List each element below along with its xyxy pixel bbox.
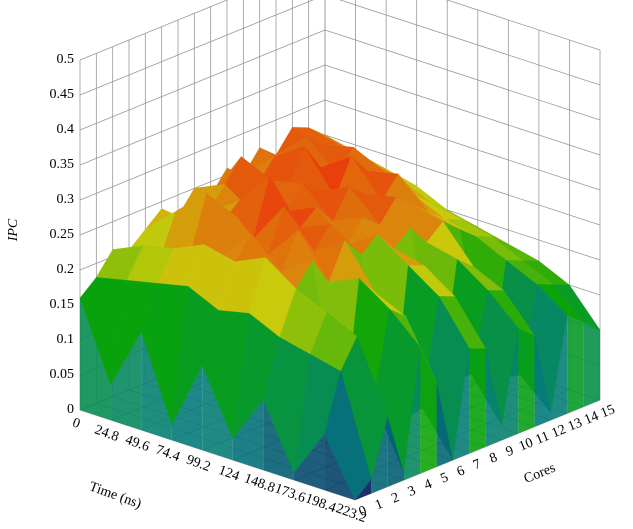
y-tick-label: 7 (471, 457, 483, 474)
z-tick-label: 0.5 (57, 52, 75, 67)
surface-skirt (293, 434, 325, 490)
z-tick-label: 0.35 (50, 157, 75, 172)
x-tick-label: 74.4 (154, 442, 182, 464)
x-tick-label: 99.2 (184, 452, 212, 474)
surface-skirt (355, 479, 372, 500)
x-tick-label: 198.4 (303, 491, 338, 516)
z-tick-label: 0 (67, 402, 74, 417)
y-tick-label: 2 (390, 490, 402, 507)
x-tick-label: 24.8 (93, 422, 121, 444)
grid-line (79, 64, 326, 166)
surface-skirt (202, 366, 233, 460)
surface-skirt (420, 347, 437, 474)
y-tick-label: 10 (517, 435, 536, 454)
grid-line (79, 29, 326, 131)
y-tick-label: 9 (504, 443, 516, 460)
surface-skirt (551, 315, 568, 420)
y-tick-label: 14 (582, 409, 601, 428)
grid-line (324, 29, 601, 121)
y-tick-label: 5 (439, 470, 451, 487)
grid-line (324, 99, 601, 191)
surface-skirt (324, 434, 355, 500)
z-axis-label: IPC (6, 218, 21, 242)
surface-skirt (404, 347, 421, 480)
x-tick-label: 124 (216, 463, 241, 484)
surface-skirt (371, 416, 388, 494)
surface-skirt (518, 328, 535, 434)
z-tick-label: 0.25 (50, 227, 75, 242)
y-tick-label: 1 (373, 497, 385, 514)
x-tick-label: 0 (70, 415, 82, 431)
x-tick-label: 49.6 (123, 432, 151, 454)
surface-skirt (485, 348, 502, 447)
grid-line (445, 0, 601, 51)
y-tick-label: 6 (455, 463, 467, 480)
surface-skirt (141, 332, 172, 440)
z-tick-label: 0.1 (57, 332, 75, 347)
surface-skirt (387, 416, 404, 487)
z-tick-label: 0.2 (57, 262, 75, 277)
surface-skirt (502, 328, 519, 440)
surface-skirt (80, 298, 111, 420)
y-tick-label: 3 (406, 483, 418, 500)
surface-skirt (534, 335, 551, 427)
z-tick-label: 0.3 (57, 192, 75, 207)
y-tick-label: 8 (488, 450, 500, 467)
grid-line (79, 0, 229, 61)
y-tick-label: 4 (422, 477, 434, 494)
surface-skirt (469, 348, 486, 454)
surface-skirt (263, 400, 294, 480)
y-tick-label: 15 (599, 402, 618, 421)
surface-skirt (436, 382, 453, 467)
grid-line (79, 0, 314, 96)
z-tick-label: 0.15 (50, 297, 75, 312)
surface-skirt (567, 315, 584, 414)
grid-line (338, 0, 601, 86)
x-axis-label: Time (ns) (87, 479, 143, 512)
surface-skirt (232, 400, 264, 470)
surface-skirt (171, 366, 203, 450)
surface-skirt (453, 348, 470, 460)
surface (79, 127, 601, 501)
y-tick-label: 13 (566, 415, 585, 434)
z-tick-label: 0.45 (50, 87, 75, 102)
x-tick-label: 148.8 (242, 471, 277, 496)
grid-line (324, 134, 601, 226)
z-tick-label: 0.05 (50, 367, 75, 382)
grid-line (324, 64, 601, 156)
y-tick-label: 12 (550, 422, 569, 441)
x-tick-label: 173.6 (273, 481, 308, 506)
z-tick-label: 0.4 (57, 122, 75, 137)
grid-line (79, 99, 326, 201)
y-tick-label: 11 (534, 429, 552, 448)
surface-skirt (110, 332, 142, 430)
surface-skirt (583, 322, 600, 407)
y-axis-label: Cores (522, 461, 558, 487)
